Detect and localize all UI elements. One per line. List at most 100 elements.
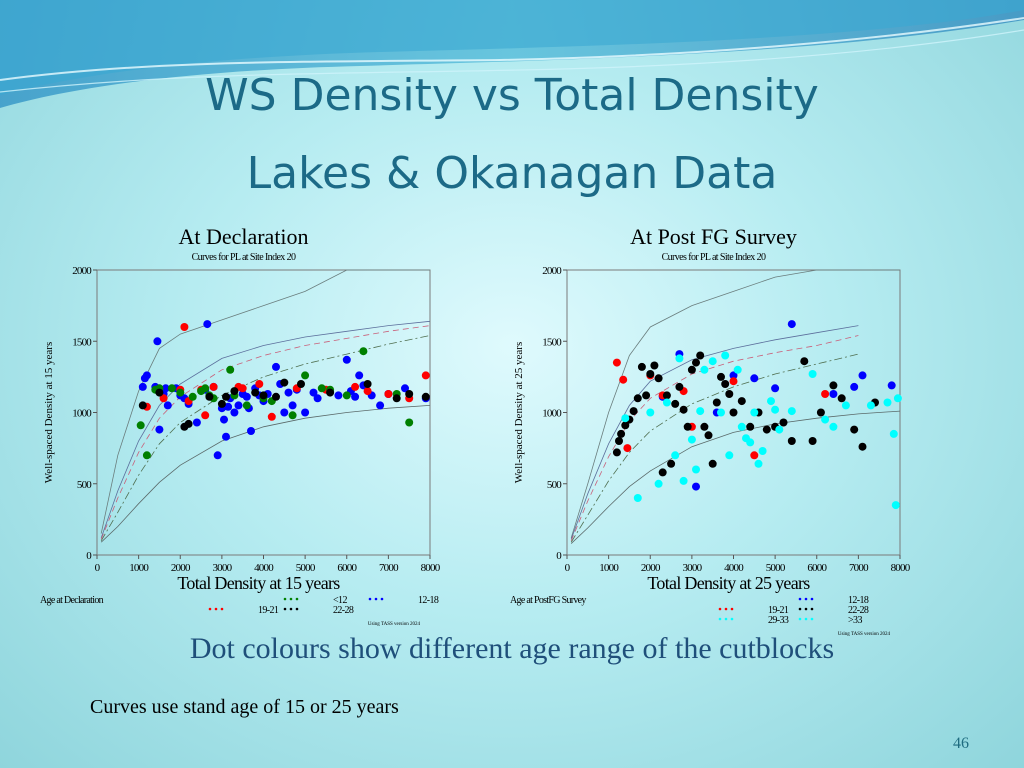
x-tick-label: 5000 [766, 562, 786, 574]
data-point-cyan [841, 401, 850, 410]
data-point-red [363, 387, 372, 396]
chart-footnote: Using TASS version 2024 [838, 632, 891, 637]
data-point-black [667, 459, 676, 468]
data-point-red [421, 371, 430, 380]
data-point-cyan [721, 351, 730, 360]
data-point-cyan [889, 429, 898, 438]
data-point-green [317, 384, 326, 393]
reference-curve [570, 325, 859, 540]
data-point-blue [192, 418, 201, 427]
x-tick-label: 0 [565, 562, 571, 574]
x-tick-label: 8000 [421, 562, 441, 574]
data-point-black [662, 391, 671, 400]
y-tick-label: 500 [77, 479, 92, 491]
reference-curve [570, 353, 859, 543]
data-point-blue [242, 392, 251, 401]
legend-label: 22-28 [333, 605, 354, 616]
x-tick-label: 8000 [891, 562, 911, 574]
data-point-black [721, 380, 730, 388]
data-point-black [633, 394, 642, 403]
data-point-green [176, 388, 185, 397]
data-point-cyan [866, 401, 875, 410]
legend-marker [220, 607, 224, 611]
data-point-black [675, 382, 684, 391]
data-point-black [217, 399, 226, 408]
data-point-green [288, 411, 297, 420]
scatter-chart-svg: At Declaration Curves for PL at Site Inde… [40, 224, 441, 627]
legend-label: 19-21 [258, 605, 279, 616]
data-point-blue [887, 381, 896, 390]
legend-entry: 12-18 [368, 595, 440, 606]
data-point-blue [850, 382, 859, 391]
data-point-cyan [692, 465, 700, 474]
data-point-blue [858, 371, 867, 380]
legend-title: Age at PostFG Survey [510, 595, 586, 606]
legend-marker [214, 607, 218, 611]
data-point-cyan [662, 398, 671, 407]
legend-marker [283, 597, 287, 601]
data-point-black [737, 397, 746, 406]
data-point-black [704, 431, 713, 440]
data-point-blue [220, 415, 228, 424]
data-point-cyan [654, 479, 663, 488]
data-point-blue [829, 390, 838, 398]
data-point-black [779, 418, 788, 427]
data-point-black [642, 391, 651, 400]
legend-marker [804, 597, 808, 601]
legend-marker [208, 607, 212, 611]
slide-number: 46 [953, 735, 969, 752]
data-point-blue [288, 401, 297, 410]
data-point-black [717, 372, 725, 381]
data-point-black [615, 437, 623, 445]
data-point-black [138, 401, 147, 410]
data-point-red [612, 358, 621, 367]
data-point-black [712, 398, 721, 407]
data-point-cyan [733, 365, 742, 374]
legend-marker [810, 597, 814, 601]
data-point-red [267, 412, 276, 421]
data-point-cyan [737, 422, 746, 431]
data-point-black [297, 380, 305, 388]
data-point-red [255, 380, 264, 388]
legend-marker [810, 607, 814, 611]
chart-at-declaration: At Declaration Curves for PL at Site Inde… [30, 220, 500, 640]
data-point-black [259, 391, 268, 400]
data-point-black [650, 361, 659, 370]
legend-marker [283, 607, 287, 611]
legend-entry: 22-28 [798, 605, 870, 616]
chart-title: At Declaration [178, 224, 308, 249]
data-point-red [384, 390, 393, 398]
data-point-black [808, 437, 817, 445]
x-tick-label: 5000 [296, 562, 316, 574]
chart-footnote: Using TASS version 2024 [368, 622, 421, 627]
legend-marker [718, 607, 722, 611]
reference-curve [100, 405, 431, 543]
data-point-cyan [671, 451, 680, 460]
data-point-blue [376, 401, 385, 410]
x-tick-label: 1000 [599, 562, 619, 574]
data-point-black [679, 405, 688, 414]
data-point-black [251, 388, 260, 397]
y-tick-label: 500 [547, 479, 562, 491]
legend-marker [289, 607, 293, 611]
data-point-red [623, 444, 632, 453]
data-point-blue [234, 401, 243, 410]
reference-curve [100, 320, 431, 539]
data-point-blue [142, 371, 151, 380]
data-point-red [209, 382, 218, 391]
y-tick-label: 1500 [542, 336, 562, 348]
data-point-green [405, 418, 414, 427]
data-point-cyan [717, 408, 725, 417]
y-tick-label: 2000 [542, 265, 562, 277]
x-tick-label: 4000 [724, 562, 744, 574]
data-point-cyan [750, 408, 759, 417]
data-point-red [821, 390, 830, 398]
legend-marker [730, 617, 734, 621]
legend-label: 29-33 [768, 615, 789, 626]
data-point-blue [787, 320, 796, 329]
y-tick-label: 0 [556, 550, 562, 562]
legend-label: >33 [848, 615, 862, 626]
data-point-cyan [675, 354, 684, 363]
data-point-cyan [775, 425, 784, 434]
data-point-blue [203, 320, 212, 329]
